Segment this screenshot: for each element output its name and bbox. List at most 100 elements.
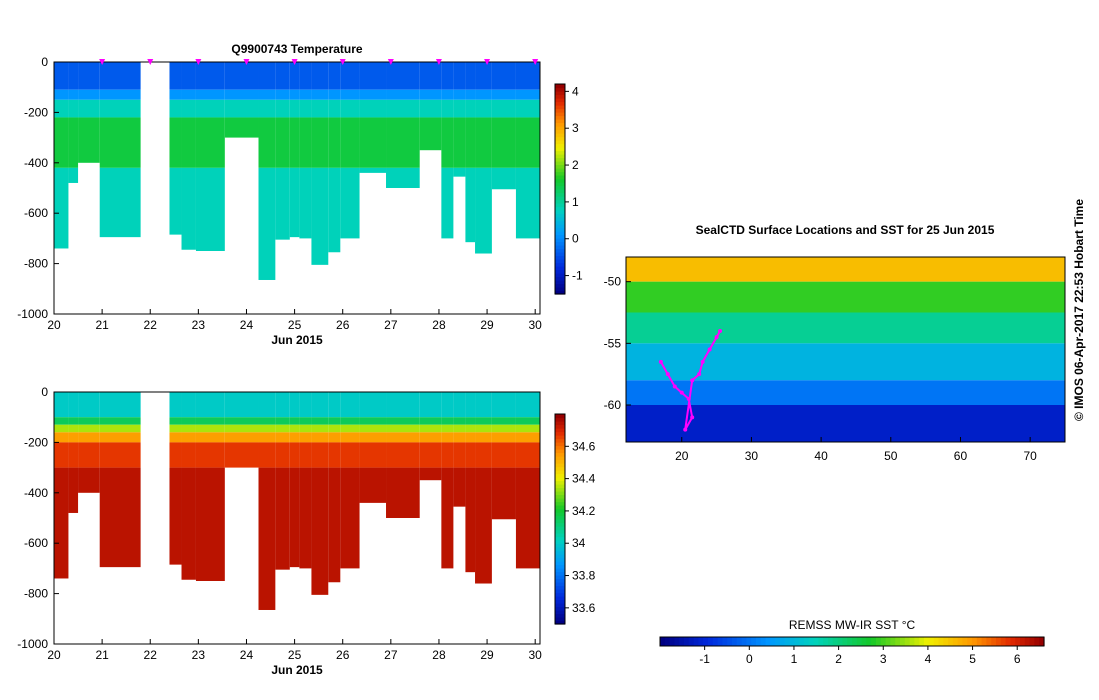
seal-location: [697, 372, 702, 377]
profile-cell-0-3: [54, 117, 69, 168]
profile-cell-0-4: [54, 442, 69, 468]
x-tick-label: 25: [288, 648, 302, 662]
colorbar-segment: [555, 161, 565, 166]
colorbar-segment: [555, 178, 565, 183]
colorbar-segment: [555, 578, 565, 583]
colorbar-segment: [555, 84, 565, 89]
x-tick-label: 26: [336, 648, 350, 662]
colorbar-segment: [555, 463, 565, 468]
profile-cell-17-4: [419, 442, 442, 468]
y-tick-label: -600: [24, 536, 48, 550]
colorbar-segment: [856, 637, 863, 646]
colorbar-tick-label: 1: [791, 652, 798, 666]
profile-cell-7-4: [224, 442, 259, 468]
profile-cell-22-3: [491, 117, 516, 168]
profile-cell-3-4: [99, 442, 141, 468]
colorbar-segment: [555, 452, 565, 457]
colorbar-segment: [847, 637, 853, 646]
colorbar-segment: [871, 637, 877, 646]
colorbar-segment: [861, 637, 867, 646]
colorbar-segment: [895, 637, 901, 646]
colorbar-segment: [679, 637, 685, 646]
y-tick-label: 0: [41, 385, 48, 399]
colorbar-segment: [555, 522, 565, 527]
x-tick-label: 70: [1023, 449, 1037, 463]
profile-cell-14-2: [340, 99, 360, 118]
colorbar-segment: [708, 637, 714, 646]
colorbar-segment: [852, 637, 858, 646]
profile-cell-6-4: [195, 442, 225, 468]
x-tick-label: 20: [675, 449, 689, 463]
colorbar-segment: [555, 206, 565, 211]
colorbar-segment: [712, 637, 719, 646]
plot-frame: [53, 391, 541, 645]
colorbar-segment: [555, 224, 565, 229]
colorbar-segment: [555, 554, 565, 559]
profile-cell-10-3: [289, 432, 300, 443]
profile-cell-18-2: [441, 424, 454, 433]
sst-band: [626, 380, 1065, 405]
profile-cell-16-1: [386, 417, 420, 425]
profile-cell-6-3: [195, 117, 225, 168]
colorbar-tick-label: 2: [572, 158, 579, 172]
profile-cell-19-0: [453, 392, 466, 418]
profile-cell-22-3: [491, 432, 516, 443]
profile-cell-15-1: [359, 417, 387, 425]
colorbar-segment: [555, 238, 565, 243]
profile-cell-22-4: [491, 442, 516, 468]
colorbar-segment: [555, 255, 565, 260]
colorbar-segment: [717, 637, 723, 646]
colorbar-segment: [555, 449, 565, 454]
profile-cell-11-4: [299, 167, 312, 239]
profile-cell-2-1: [78, 89, 100, 100]
profile-cell-23-4: [515, 442, 540, 468]
colorbar-segment: [555, 501, 565, 506]
colorbar-segment: [555, 519, 565, 524]
colorbar-segment: [555, 105, 565, 110]
profile-cell-21-0: [475, 392, 492, 418]
profile-cell-22-1: [491, 417, 516, 425]
profile-cell-19-3: [453, 432, 466, 443]
profile-cell-3-3: [99, 432, 141, 443]
profile-cell-17-0: [419, 392, 442, 418]
colorbar-segment: [986, 637, 992, 646]
x-tick-label: 27: [384, 648, 398, 662]
profile-cell-8-3: [258, 432, 276, 443]
profile-cell-18-0: [441, 62, 454, 90]
profile-cell-9-1: [275, 89, 290, 100]
colorbar-tick-label: 2: [835, 652, 842, 666]
colorbar-segment: [756, 637, 762, 646]
colorbar-tick-label: -1: [699, 652, 710, 666]
profile-cell-6-1: [195, 417, 225, 425]
profile-cell-4-4: [169, 442, 182, 468]
profile-cell-19-2: [453, 424, 466, 433]
colorbar-segment: [555, 512, 565, 517]
colorbar-segment: [555, 175, 565, 180]
profile-cell-7-0: [224, 392, 259, 418]
colorbar-segment: [794, 637, 800, 646]
colorbar-segment: [900, 637, 906, 646]
profile-cell-9-1: [275, 417, 290, 425]
profile-cell-3-3: [99, 117, 141, 168]
colorbar-segment: [555, 133, 565, 138]
profile-cell-12-0: [311, 62, 329, 90]
colorbar-segment: [555, 147, 565, 152]
surface-marker: [387, 59, 394, 65]
colorbar-segment: [703, 637, 709, 646]
colorbar-segment: [555, 266, 565, 271]
profile-cell-19-4: [453, 167, 466, 177]
colorbar-segment: [555, 115, 565, 120]
colorbar-segment: [555, 543, 565, 548]
colorbar-segment: [914, 637, 920, 646]
colorbar-segment: [555, 508, 565, 513]
colorbar-segment: [555, 620, 565, 625]
colorbar-segment: [555, 192, 565, 197]
surface-marker: [291, 59, 298, 65]
profile-cell-10-2: [289, 99, 300, 118]
y-tick-label: -600: [24, 206, 48, 220]
sst-band: [626, 343, 1065, 381]
profile-cell-0-2: [54, 99, 69, 118]
colorbar-segment: [736, 637, 743, 646]
colorbar-segment: [555, 445, 565, 450]
colorbar-segment: [555, 484, 565, 489]
